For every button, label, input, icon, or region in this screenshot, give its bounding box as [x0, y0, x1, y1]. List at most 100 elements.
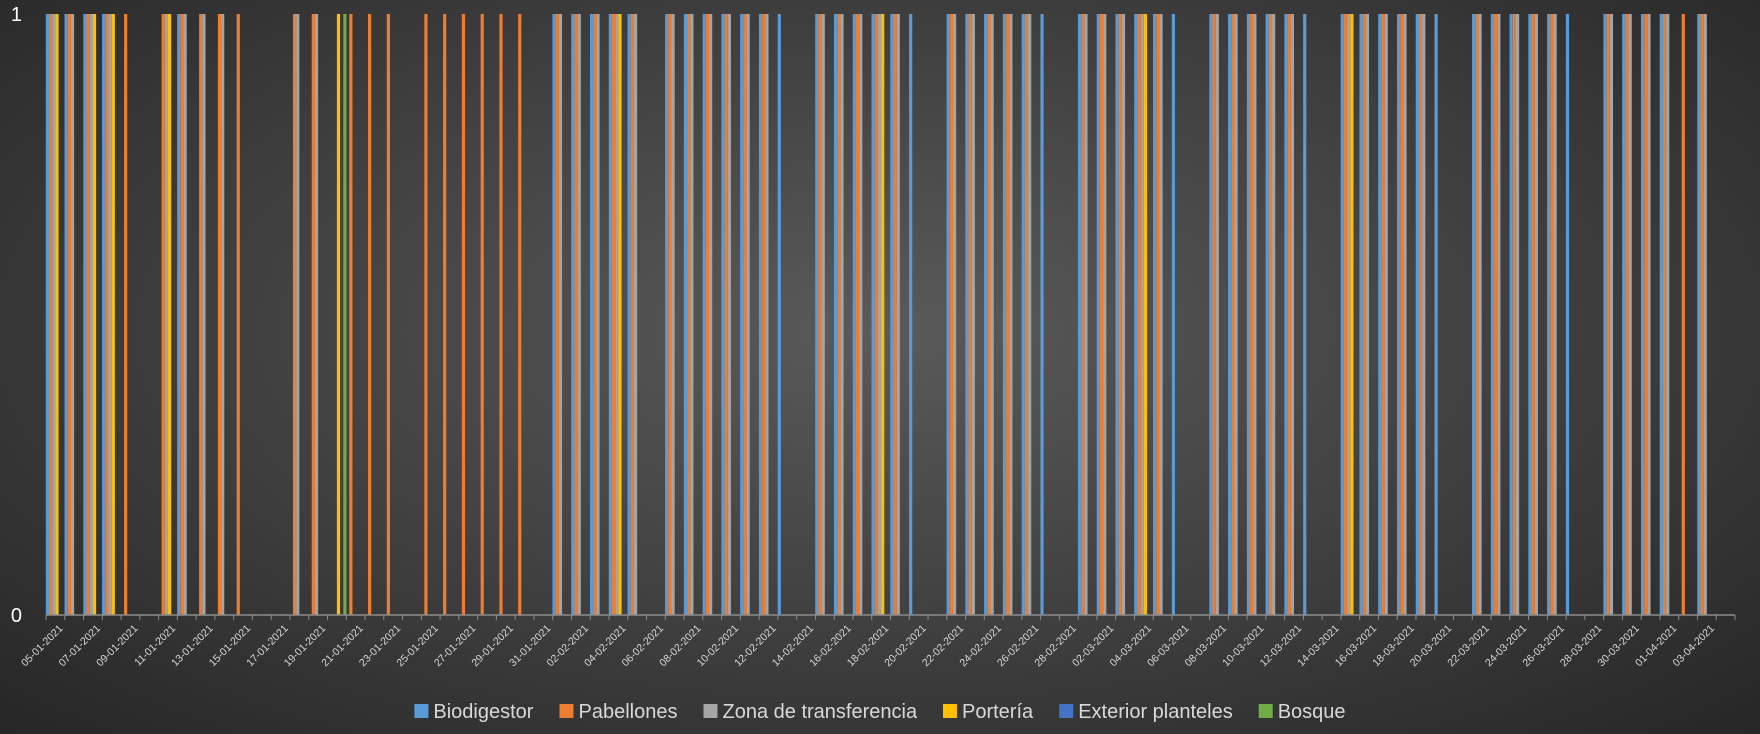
- bar-pabellones-06-01-2021: [67, 14, 71, 615]
- bar-porter-a-05-01-2021: [55, 14, 59, 615]
- bar-biodigestor-10-03-2021: [1246, 14, 1251, 615]
- bar-pabellones-03-04-2021: [1700, 14, 1704, 615]
- bar-pabellones-15-02-2021: [818, 14, 822, 615]
- bar-pabellones-17-03-2021: [1381, 14, 1385, 615]
- bar-pabellones-19-01-2021: [311, 14, 315, 615]
- bar-bosque-20-01-2021: [343, 14, 347, 615]
- bar-zona-de-transferencia-30-03-2021: [1628, 14, 1632, 615]
- legend-item-biodigestor: Biodigestor: [414, 701, 534, 723]
- bar-biodigestor-05-02-2021: [627, 14, 631, 615]
- bar-zona-de-transferencia-03-02-2021: [596, 14, 600, 615]
- bar-biodigestor-01-02-2021: [552, 14, 556, 615]
- bar-biodigestor-11-03-2021: [1265, 14, 1269, 615]
- legend-item-exterior-planteles: Exterior planteles: [1059, 701, 1233, 723]
- legend-item-bosque: Bosque: [1258, 701, 1346, 723]
- bar-pabellones-09-02-2021: [705, 14, 710, 615]
- bar-pabellones-02-02-2021: [574, 14, 578, 615]
- legend-label: Biodigestor: [433, 701, 533, 723]
- bar-zona-de-transferencia-11-01-2021: [164, 14, 168, 615]
- bar-zona-de-transferencia-08-01-2021: [108, 14, 112, 615]
- bar-zona-de-transferencia-23-03-2021: [1497, 14, 1501, 615]
- bar-zona-de-transferencia-01-02-2021: [558, 14, 563, 615]
- bar-biodigestor-23-03-2021: [1490, 14, 1495, 615]
- bar-zona-de-transferencia-04-03-2021: [1140, 14, 1144, 615]
- bar-pabellones-23-03-2021: [1494, 14, 1498, 615]
- legend-swatch: [1258, 704, 1273, 718]
- bar-zona-de-transferencia-29-03-2021: [1609, 14, 1614, 615]
- bar-biodigestor-22-03-2021: [1472, 14, 1476, 615]
- bar-zona-de-transferencia-19-02-2021: [896, 14, 900, 615]
- bar-porter-a-08-01-2021: [111, 14, 115, 615]
- bar-pabellones-30-03-2021: [1625, 14, 1629, 615]
- bar-pabellones-12-01-2021: [180, 14, 184, 615]
- bar-pabellones-11-01-2021: [161, 14, 165, 615]
- bar-pabellones-11-03-2021: [1268, 14, 1273, 615]
- bar-pabellones-08-01-2021: [105, 14, 109, 615]
- bar-pabellones-25-03-2021: [1531, 14, 1535, 615]
- bar-zona-de-transferencia-15-03-2021: [1347, 14, 1351, 615]
- bar-biodigestor-11-02-2021: [740, 14, 744, 615]
- bar-zona-de-transferencia-19-03-2021: [1422, 14, 1426, 615]
- bar-biodigestor-15-02-2021: [815, 14, 819, 615]
- bar-pabellones-10-02-2021: [724, 14, 728, 615]
- bar-porter-a-20-01-2021: [336, 14, 341, 615]
- bar-pabellones-21-01-2021: [349, 14, 353, 615]
- bar-biodigestor-25-02-2021: [1002, 14, 1007, 615]
- bar-pabellones-26-02-2021: [1024, 14, 1029, 615]
- bar-pabellones-29-03-2021: [1606, 14, 1610, 615]
- bar-pabellones-26-01-2021: [443, 14, 447, 615]
- bar-zona-de-transferencia-24-02-2021: [990, 14, 994, 615]
- bar-zona-de-transferencia-10-03-2021: [1253, 14, 1257, 615]
- bar-biodigestor-18-02-2021: [871, 14, 875, 615]
- bar-biodigestor-17-02-2021: [852, 14, 856, 615]
- bar-biodigestor-19-02-2021: [890, 14, 894, 615]
- bar-zona-de-transferencia-05-02-2021: [633, 14, 638, 615]
- bar-pabellones-10-03-2021: [1250, 14, 1254, 615]
- bar-pabellones-19-02-2021: [893, 14, 897, 615]
- legend-label: Exterior planteles: [1078, 701, 1233, 723]
- bar-zona-de-transferencia-16-02-2021: [840, 14, 844, 615]
- bar-zona-de-transferencia-11-03-2021: [1272, 14, 1276, 615]
- bar-zona-de-transferencia-19-01-2021: [314, 14, 319, 615]
- bar-pabellones-12-02-2021: [762, 14, 766, 615]
- bar-biodigestor-20-02-2021: [909, 14, 913, 615]
- bar-biodigestor-12-02-2021: [758, 14, 763, 615]
- bar-biodigestor-07-01-2021: [83, 14, 87, 615]
- bar-zona-de-transferencia-04-02-2021: [615, 14, 619, 615]
- legend-swatch: [1059, 704, 1074, 718]
- bar-zona-de-transferencia-26-03-2021: [1553, 14, 1557, 615]
- bar-biodigestor-24-03-2021: [1509, 14, 1513, 615]
- bar-zona-de-transferencia-17-03-2021: [1384, 14, 1388, 615]
- bar-biodigestor-23-02-2021: [965, 14, 969, 615]
- bar-zona-de-transferencia-07-02-2021: [671, 14, 675, 615]
- bar-pabellones-07-02-2021: [668, 14, 672, 615]
- bar-biodigestor-08-02-2021: [683, 14, 688, 615]
- legend-item-pabellones: Pabellones: [559, 701, 677, 723]
- legend: Biodigestor Pabellones Zona de transferenc…: [414, 701, 1346, 723]
- bar-biodigestor-03-03-2021: [1115, 14, 1119, 615]
- bar-pabellones-18-02-2021: [874, 14, 878, 615]
- bar-pabellones-09-01-2021: [124, 14, 128, 615]
- bar-pabellones-24-03-2021: [1512, 14, 1516, 615]
- bar-biodigestor-27-03-2021: [1565, 14, 1570, 615]
- bar-pabellones-18-01-2021: [292, 14, 297, 615]
- bar-biodigestor-16-02-2021: [833, 14, 838, 615]
- bar-biodigestor-26-02-2021: [1021, 14, 1025, 615]
- bar-zona-de-transferencia-22-03-2021: [1478, 14, 1482, 615]
- bar-biodigestor-19-03-2021: [1415, 14, 1419, 615]
- bar-biodigestor-13-03-2021: [1303, 14, 1307, 615]
- bar-biodigestor-08-01-2021: [102, 14, 106, 615]
- bar-biodigestor-01-03-2021: [1077, 14, 1082, 615]
- bar-biodigestor-06-01-2021: [64, 14, 68, 615]
- bar-pabellones-14-01-2021: [217, 14, 222, 615]
- bar-zona-de-transferencia-01-03-2021: [1084, 14, 1088, 615]
- bar-pabellones-12-03-2021: [1287, 14, 1291, 615]
- bar-biodigestor-24-02-2021: [984, 14, 988, 615]
- bar-pabellones-01-02-2021: [555, 14, 559, 615]
- bar-zona-de-transferencia-15-02-2021: [821, 14, 825, 615]
- bar-biodigestor-16-03-2021: [1359, 14, 1363, 615]
- bar-pabellones-22-02-2021: [949, 14, 953, 615]
- bar-zona-de-transferencia-03-04-2021: [1703, 14, 1707, 615]
- bar-zona-de-transferencia-18-01-2021: [296, 14, 300, 615]
